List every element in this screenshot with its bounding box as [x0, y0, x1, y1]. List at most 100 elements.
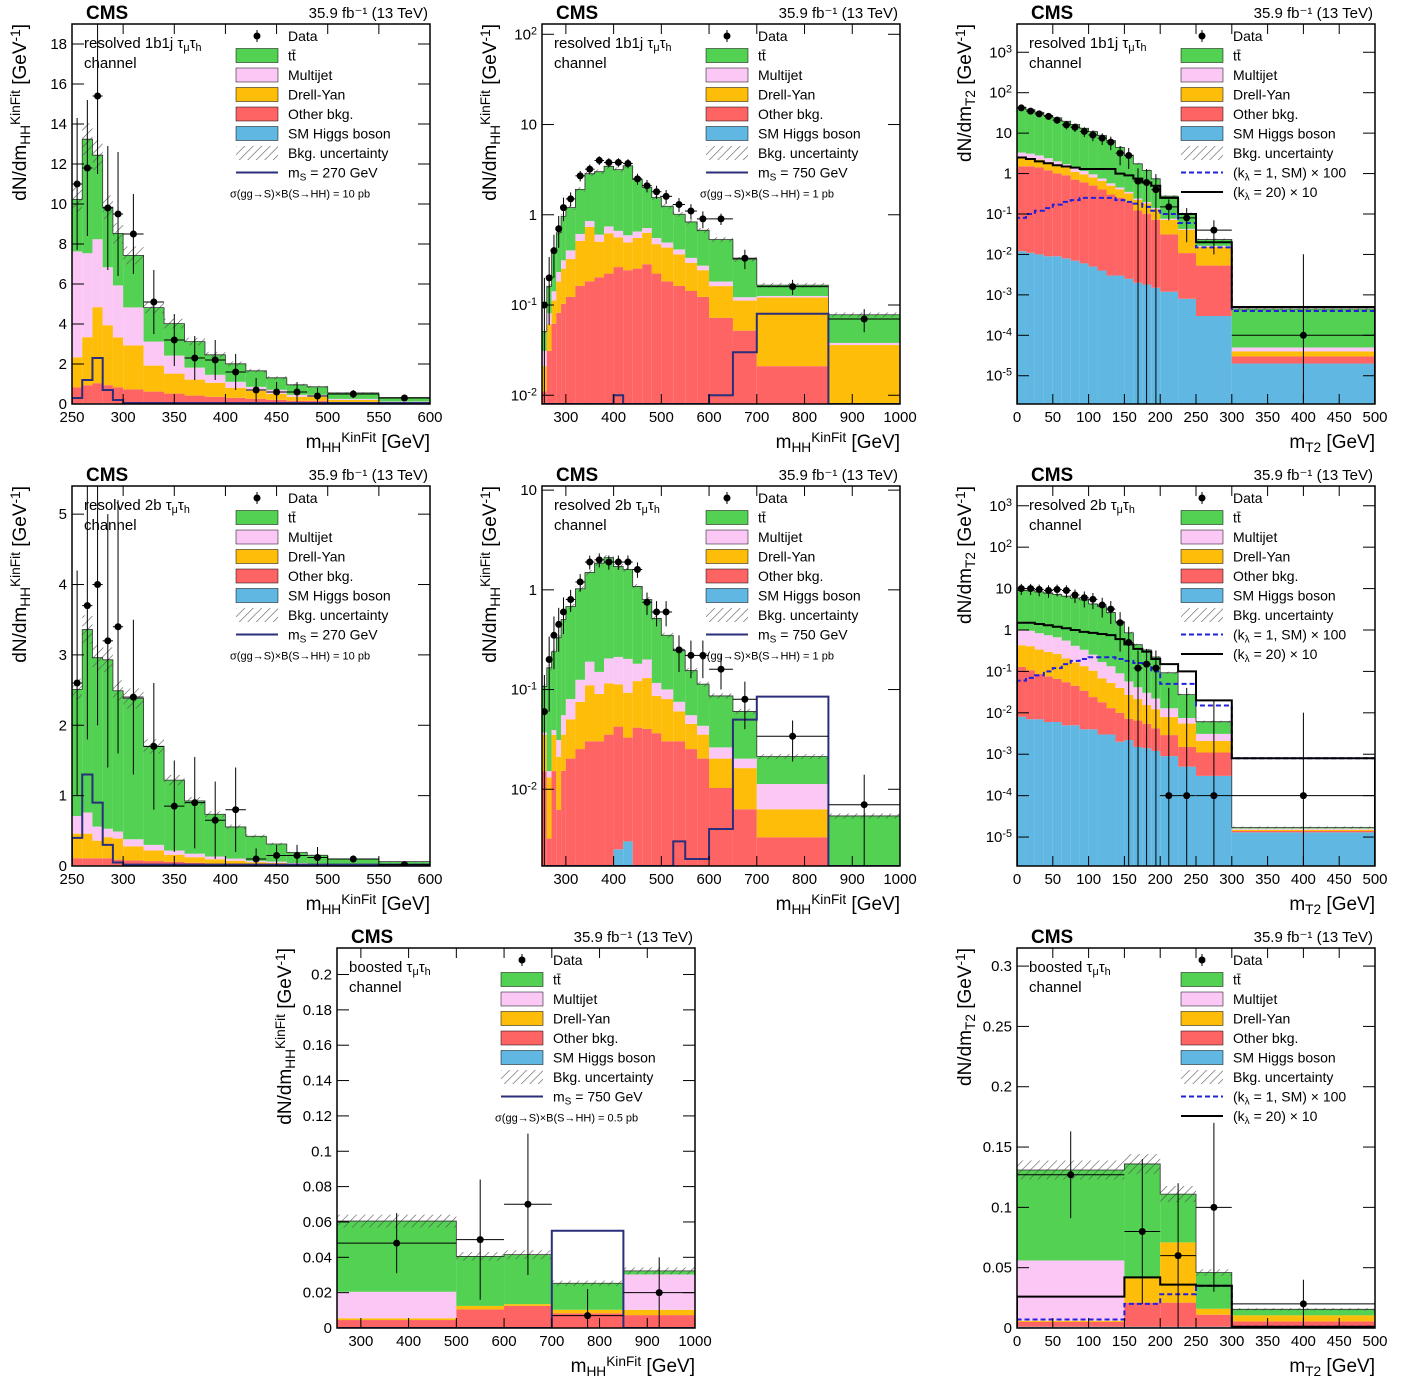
- bar-higgs: [1107, 276, 1116, 404]
- legend-label-data: Data: [1233, 490, 1263, 506]
- legend-label-dy: Drell-Yan: [288, 549, 345, 565]
- legend-swatch-higgs: [1181, 1051, 1223, 1065]
- data-point: [634, 566, 641, 573]
- bar-multijet: [1017, 1260, 1124, 1320]
- bar-ttbar: [614, 170, 624, 231]
- x-tick-label: 400: [1291, 871, 1316, 888]
- cms-label: CMS: [86, 465, 128, 486]
- legend-swatch-higgs: [706, 127, 748, 141]
- legend-label-data: Data: [288, 490, 318, 506]
- data-point: [232, 806, 239, 813]
- bar-other: [709, 318, 733, 404]
- x-tick-label: 300: [111, 871, 136, 888]
- x-axis-label: mT2 [GeV]: [1289, 432, 1375, 455]
- bar-ttbar: [1044, 115, 1053, 158]
- x-tick-label: 0: [1013, 871, 1021, 888]
- legend-swatch-higgs: [706, 589, 748, 603]
- legend-swatch-higgs: [1181, 127, 1223, 141]
- bar-multijet: [733, 297, 757, 300]
- x-tick-label: 100: [1076, 871, 1101, 888]
- y-tick-label: 10-3: [986, 745, 1012, 763]
- data-point: [555, 621, 562, 628]
- data-point: [663, 608, 670, 615]
- legend-swatch-higgs: [1181, 589, 1223, 603]
- bar-dy: [1107, 186, 1116, 195]
- bar-other: [1196, 1315, 1232, 1327]
- data-point: [656, 1289, 663, 1296]
- bar-other: [1071, 686, 1080, 726]
- bar-dy: [1017, 157, 1026, 166]
- bar-ttbar: [1071, 598, 1080, 646]
- bar-multijet: [103, 267, 113, 325]
- bar-multijet: [623, 659, 633, 693]
- bar-dy: [633, 238, 643, 269]
- bar-dy: [1017, 1321, 1124, 1322]
- bar-dy: [123, 846, 143, 860]
- y-tick-label: 0.04: [303, 1249, 332, 1266]
- bar-multijet: [661, 689, 673, 699]
- x-tick-label: 350: [1255, 871, 1280, 888]
- y-tick-label: 10: [995, 581, 1012, 598]
- bar-dy: [225, 861, 245, 864]
- legend-label-multijet: Multijet: [1233, 67, 1277, 83]
- y-tick-label: 4: [59, 316, 67, 333]
- legend-swatch-higgs: [236, 589, 278, 603]
- legend-label-dy: Drell-Yan: [1233, 87, 1290, 103]
- y-tick-label: 102: [514, 25, 537, 43]
- bar-other: [144, 392, 164, 404]
- bar-multijet: [575, 680, 585, 702]
- y-tick-label: 0.16: [303, 1037, 332, 1054]
- bar-dy: [337, 1318, 456, 1320]
- legend-label-ttbar: tt̄: [1233, 972, 1241, 988]
- data-point: [741, 255, 748, 262]
- bar-multijet: [585, 662, 595, 686]
- bar-multijet: [82, 253, 92, 337]
- bar-higgs: [1071, 261, 1080, 404]
- bar-dy: [1107, 683, 1116, 708]
- bar-dy: [1089, 177, 1098, 185]
- data-point: [1027, 108, 1034, 115]
- bar-other: [585, 281, 595, 404]
- legend-label-unc: Bkg. uncertainty: [288, 145, 388, 161]
- bar-multijet: [1115, 673, 1124, 688]
- bar-multijet: [1071, 168, 1080, 172]
- data-point: [1300, 332, 1307, 339]
- data-point: [1210, 227, 1217, 234]
- legend-label-dy: Drell-Yan: [1233, 1011, 1290, 1027]
- y-axis-label: dN/dmHHKinFit [GeV-1]: [478, 486, 503, 663]
- bar-dy: [623, 693, 633, 738]
- bar-other: [614, 267, 624, 404]
- bar-multijet: [556, 740, 561, 757]
- data-point: [253, 855, 260, 862]
- bar-other: [556, 313, 561, 404]
- legend-swatch-ttbar: [236, 49, 278, 63]
- legend-unc-swatch: [236, 608, 278, 622]
- bar-other: [642, 264, 652, 404]
- legend-label-ttbar: tt̄: [758, 48, 766, 64]
- x-tick-label: 0: [1013, 1333, 1021, 1350]
- bar-dy: [1089, 671, 1098, 697]
- bar-dy: [642, 233, 652, 265]
- data-point: [104, 205, 111, 212]
- bar-ttbar: [575, 189, 585, 234]
- bar-other: [1089, 697, 1098, 729]
- x-tick-label: 600: [492, 1333, 517, 1350]
- bar-other: [697, 759, 709, 866]
- x-tick-label: 200: [1148, 409, 1173, 426]
- bar-multijet: [566, 699, 576, 719]
- legend-swatch-higgs: [501, 1051, 543, 1065]
- x-tick-label: 300: [553, 409, 578, 426]
- x-tick-label: 350: [162, 871, 187, 888]
- bar-other: [673, 286, 685, 404]
- legend-label-other: Other bkg.: [288, 568, 353, 584]
- y-tick-label: 10-1: [511, 296, 537, 314]
- bar-other: [623, 270, 633, 404]
- x-tick-label: 600: [697, 871, 722, 888]
- channel-label-2: channel: [554, 55, 607, 72]
- legend-data-marker: [254, 495, 261, 502]
- data-point: [615, 559, 622, 566]
- bar-other: [566, 759, 576, 866]
- bar-multijet: [552, 291, 557, 300]
